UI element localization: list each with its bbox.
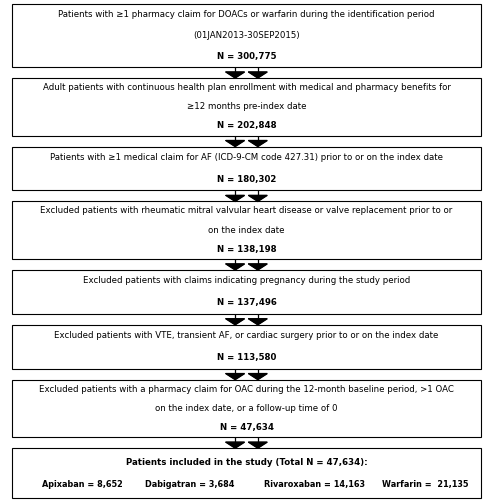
Polygon shape [226,318,245,325]
Text: N = 202,848: N = 202,848 [217,122,276,130]
Text: on the index date: on the index date [208,226,285,234]
Polygon shape [226,442,245,448]
Text: Excluded patients with claims indicating pregnancy during the study period: Excluded patients with claims indicating… [83,276,410,285]
Text: Dabigatran = 3,684: Dabigatran = 3,684 [145,480,235,489]
Bar [12,325,481,368]
Text: Patients with ≥1 medical claim for AF (ICD-9-CM code 427.31) prior to or on the : Patients with ≥1 medical claim for AF (I… [50,153,443,162]
Polygon shape [248,196,267,202]
Text: N = 47,634: N = 47,634 [219,423,274,432]
Polygon shape [248,374,267,380]
Bar [12,4,481,67]
Polygon shape [248,264,267,270]
Bar [12,146,481,190]
Bar [12,202,481,259]
Text: Adult patients with continuous health plan enrollment with medical and pharmacy : Adult patients with continuous health pl… [42,83,451,92]
Polygon shape [248,140,267,146]
Polygon shape [226,264,245,270]
Text: Excluded patients with VTE, transient AF, or cardiac surgery prior to or on the : Excluded patients with VTE, transient AF… [54,332,439,340]
Text: Apixaban = 8,652: Apixaban = 8,652 [42,480,123,489]
Text: Excluded patients with rheumatic mitral valvular heart disease or valve replacem: Excluded patients with rheumatic mitral … [40,206,453,216]
Polygon shape [248,442,267,448]
Text: N = 113,580: N = 113,580 [217,353,276,362]
Polygon shape [226,374,245,380]
Text: N = 138,198: N = 138,198 [217,245,276,254]
Polygon shape [248,318,267,325]
Bar [12,270,481,314]
Text: Warfarin =  21,135: Warfarin = 21,135 [382,480,468,489]
Text: on the index date, or a follow-up time of 0: on the index date, or a follow-up time o… [155,404,338,413]
Text: Patients with ≥1 pharmacy claim for DOACs or warfarin during the identification : Patients with ≥1 pharmacy claim for DOAC… [58,10,435,19]
Text: Excluded patients with a pharmacy claim for OAC during the 12-month baseline per: Excluded patients with a pharmacy claim … [39,384,454,394]
Text: ≥12 months pre-index date: ≥12 months pre-index date [187,102,306,112]
Text: N = 180,302: N = 180,302 [217,175,276,184]
Polygon shape [226,140,245,146]
Text: Patients included in the study (Total N = 47,634):: Patients included in the study (Total N … [126,458,367,468]
Polygon shape [248,72,267,78]
Text: N = 137,496: N = 137,496 [216,298,277,308]
Text: N = 300,775: N = 300,775 [217,52,276,61]
Polygon shape [226,72,245,78]
Text: (01JAN2013-30SEP2015): (01JAN2013-30SEP2015) [193,31,300,40]
Polygon shape [226,196,245,202]
Bar [12,380,481,437]
Bar [12,78,481,136]
Text: Rivaroxaban = 14,163: Rivaroxaban = 14,163 [264,480,365,489]
Bar [12,448,481,498]
